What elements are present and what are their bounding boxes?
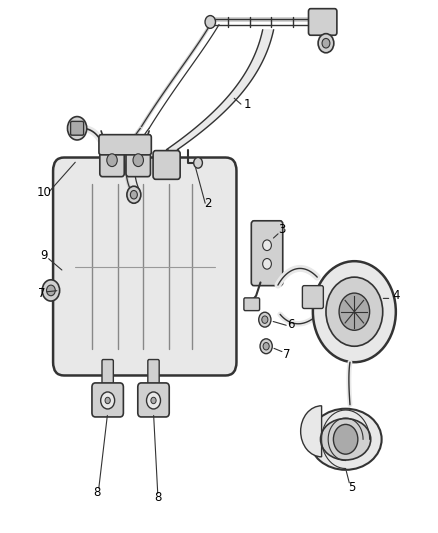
FancyBboxPatch shape xyxy=(138,383,169,417)
FancyBboxPatch shape xyxy=(302,286,323,309)
Circle shape xyxy=(67,117,87,140)
FancyBboxPatch shape xyxy=(99,135,151,155)
Text: 4: 4 xyxy=(392,289,399,302)
Circle shape xyxy=(42,280,60,301)
Text: 8: 8 xyxy=(154,491,162,504)
FancyBboxPatch shape xyxy=(102,360,113,390)
Circle shape xyxy=(326,277,383,346)
Text: 9: 9 xyxy=(41,249,48,262)
Circle shape xyxy=(133,154,144,166)
Circle shape xyxy=(127,186,141,203)
Circle shape xyxy=(333,424,358,454)
Circle shape xyxy=(263,259,272,269)
FancyBboxPatch shape xyxy=(148,360,159,390)
Text: 10: 10 xyxy=(37,185,52,199)
Circle shape xyxy=(194,158,202,168)
FancyBboxPatch shape xyxy=(126,149,150,176)
FancyBboxPatch shape xyxy=(308,9,337,35)
Text: 5: 5 xyxy=(349,481,356,494)
FancyBboxPatch shape xyxy=(71,122,84,135)
Ellipse shape xyxy=(310,409,381,470)
FancyBboxPatch shape xyxy=(92,383,124,417)
Circle shape xyxy=(259,312,271,327)
Circle shape xyxy=(107,154,117,166)
FancyBboxPatch shape xyxy=(251,221,283,286)
Text: 3: 3 xyxy=(279,223,286,236)
Circle shape xyxy=(46,285,55,296)
Polygon shape xyxy=(166,30,274,150)
Circle shape xyxy=(262,316,268,324)
Text: 8: 8 xyxy=(93,486,100,499)
Text: 7: 7 xyxy=(283,348,290,361)
Circle shape xyxy=(101,392,115,409)
Circle shape xyxy=(105,397,110,403)
Ellipse shape xyxy=(321,418,371,460)
FancyBboxPatch shape xyxy=(53,158,237,375)
Text: 6: 6 xyxy=(287,319,295,332)
Text: 1: 1 xyxy=(244,98,251,111)
Circle shape xyxy=(260,339,272,354)
Text: 2: 2 xyxy=(205,197,212,211)
Circle shape xyxy=(147,392,160,409)
FancyBboxPatch shape xyxy=(153,151,180,179)
Circle shape xyxy=(205,15,215,28)
Circle shape xyxy=(313,261,396,362)
Circle shape xyxy=(263,240,272,251)
Wedge shape xyxy=(300,406,321,457)
FancyBboxPatch shape xyxy=(244,298,260,311)
Polygon shape xyxy=(168,150,178,155)
Text: 7: 7 xyxy=(39,287,46,300)
Circle shape xyxy=(263,343,269,350)
Circle shape xyxy=(318,34,334,53)
FancyBboxPatch shape xyxy=(100,149,124,176)
Circle shape xyxy=(322,38,330,48)
Circle shape xyxy=(339,293,370,330)
Circle shape xyxy=(151,397,156,403)
Circle shape xyxy=(131,190,138,199)
